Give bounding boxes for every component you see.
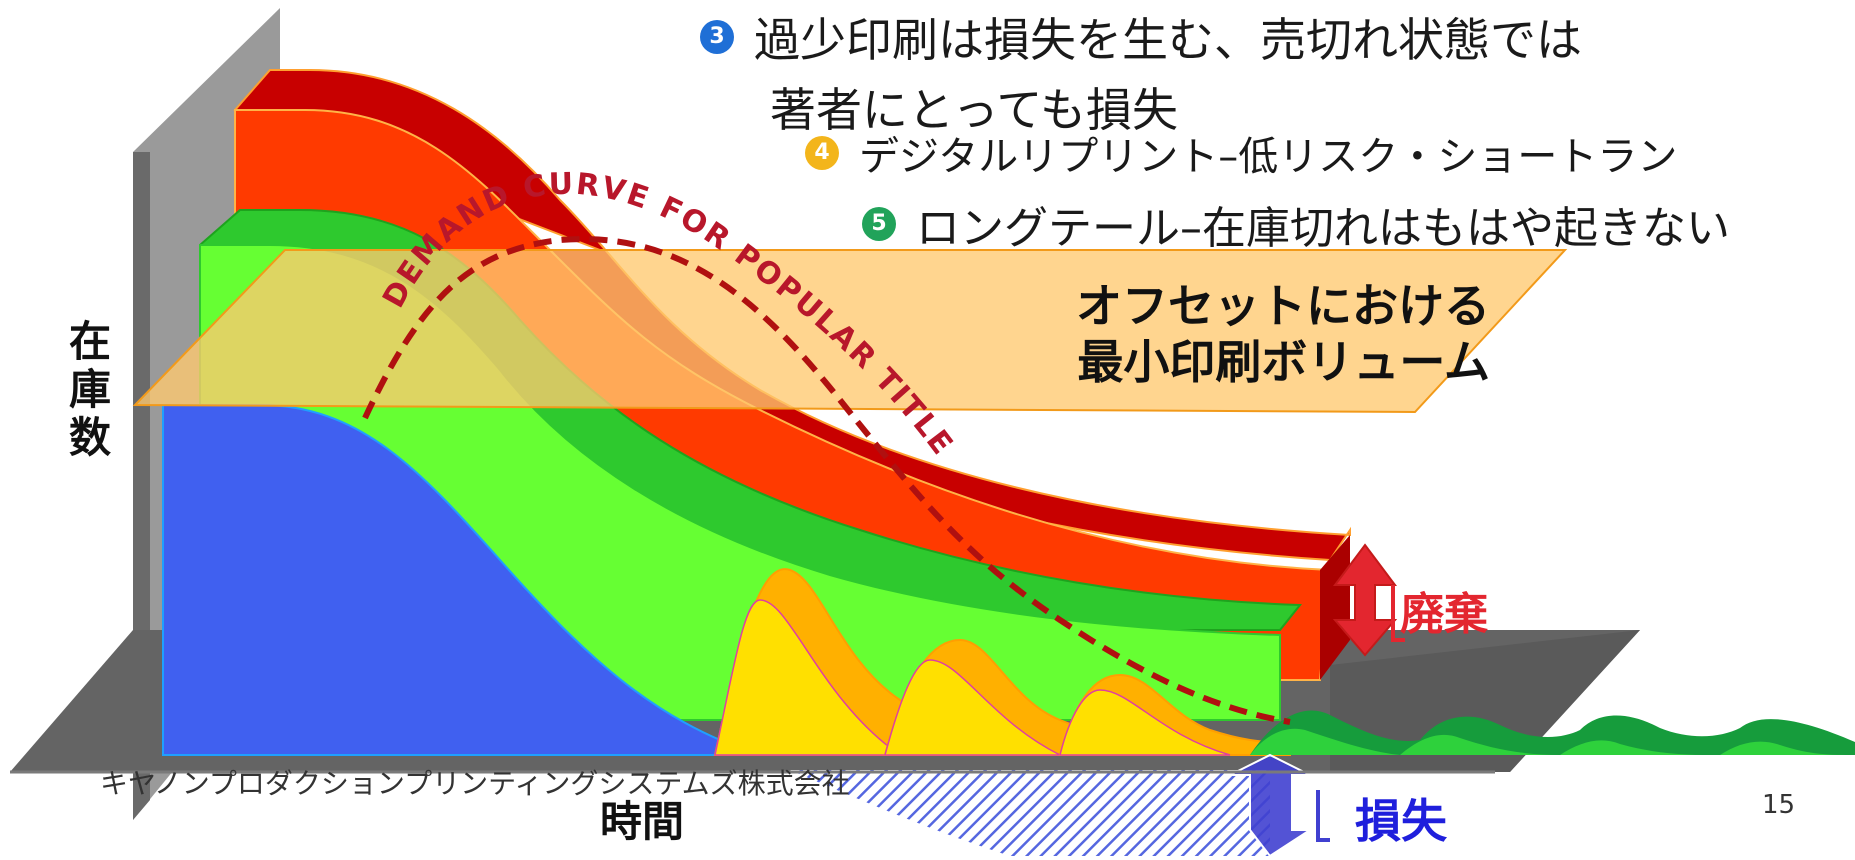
- x-axis-label: 時間: [600, 797, 685, 846]
- bullet-4: 4 デジタルリプリント–低リスク・ショートラン: [805, 124, 1677, 182]
- loss-arrow: [1229, 753, 1330, 858]
- long-tail-bumps: [1250, 710, 1855, 755]
- minimum-volume-label-line-1: オフセットにおける: [1076, 279, 1490, 333]
- bullet-4-number: 4: [805, 136, 839, 170]
- footer-company: キヤノンプロダクションプリンティングシステムズ株式会社: [100, 767, 850, 800]
- bullet-5-text: ロングテール–在庫切れはもはや起きない: [916, 203, 1730, 254]
- bullet-3: 3 過少印刷は損失を生む、売切れ状態では: [700, 4, 1582, 70]
- bullet-3-text: 過少印刷は損失を生む、売切れ状態では: [754, 13, 1582, 67]
- bullet-3-number: 3: [700, 20, 734, 54]
- y-axis-label: 在庫数: [68, 317, 111, 462]
- bullet-4-text: デジタルリプリント–低リスク・ショートラン: [859, 134, 1678, 180]
- long-tail-ridge: [1250, 710, 1855, 755]
- long-tail-front: [1250, 728, 1855, 755]
- loss-label: 損失: [1355, 794, 1447, 848]
- bullet-5-number: 5: [862, 207, 896, 241]
- loss-region: [790, 770, 1270, 856]
- reprint-hump-2-front: [884, 659, 1061, 756]
- blue-band-front: [162, 404, 761, 756]
- bullet-5: 5 ロングテール–在庫切れはもはや起きない: [862, 192, 1730, 256]
- minimum-volume-band: [132, 249, 1568, 414]
- bullet-3-line-2: 著者にとっても損失: [770, 83, 1179, 137]
- waste-label: 廃棄: [1400, 589, 1488, 640]
- minimum-volume-label-line-2: 最小印刷ボリューム: [1077, 335, 1490, 389]
- page-number: 15: [1762, 790, 1796, 820]
- reprint-hump-1-front: [714, 599, 903, 756]
- waste-arrow: [1332, 543, 1405, 657]
- floor-plane-right: [1330, 630, 1640, 772]
- reprint-humps: [713, 568, 1291, 756]
- reprint-hump-3-front: [1059, 689, 1231, 756]
- demand-curve: [362, 236, 1291, 725]
- minimum-volume-label: オフセットにおける 最小印刷ボリューム: [1010, 278, 1490, 390]
- red-band-end: [1320, 535, 1350, 680]
